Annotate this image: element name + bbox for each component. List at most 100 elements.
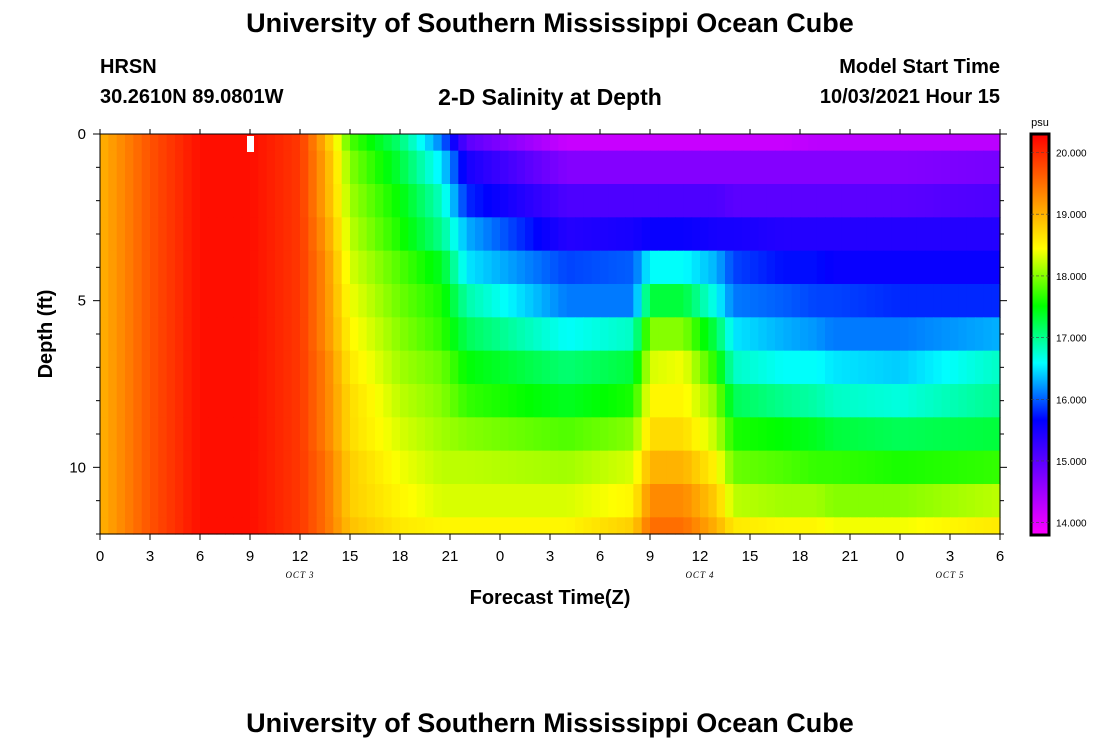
heatmap-cell [200,250,209,285]
heatmap-cell [533,150,543,185]
heatmap-cell [558,450,568,485]
heatmap-cell [991,134,1001,152]
heatmap-cell [400,484,409,518]
heatmap-cell [716,517,726,535]
heatmap-cell [725,217,734,252]
heatmap-cell [766,384,776,418]
x-tick-label: 3 [146,548,154,565]
heatmap-cell [925,250,934,285]
heatmap-cell [775,417,784,452]
heatmap-cell [216,450,226,485]
heatmap-cell [108,484,118,518]
heatmap-cell [441,384,451,418]
heatmap-cell [458,134,468,152]
heatmap-cell [541,384,551,418]
heatmap-cell [958,384,968,418]
heatmap-cell [291,284,301,318]
heatmap-cell [250,417,259,452]
y-tick-label: 10 [69,459,86,476]
heatmap-cell [183,517,193,535]
heatmap-cell [391,284,401,318]
heatmap-cell [841,134,851,152]
heatmap-cell [333,284,343,318]
heatmap-cell [408,184,418,218]
heatmap-cell [358,317,368,352]
heatmap-cell [216,317,226,352]
heatmap-cell [416,450,426,485]
heatmap-cell [566,134,576,152]
heatmap-cell [400,134,409,152]
heatmap-cell [758,134,768,152]
heatmap-cell [416,217,426,252]
heatmap-cell [708,417,718,452]
heatmap-cell [308,517,318,535]
heatmap-cell [416,484,426,518]
heatmap-cell [325,284,334,318]
heatmap-cell [991,217,1001,252]
heatmap-cell [133,384,143,418]
heatmap-cell [841,350,851,385]
heatmap-cell [116,150,126,185]
heatmap-cell [933,450,943,485]
heatmap-cell [266,250,276,285]
heatmap-cell [950,484,959,518]
heatmap-cell [675,250,684,285]
heatmap-cell [700,284,709,318]
heatmap-cell [908,150,918,185]
heatmap-cell [183,450,193,485]
heatmap-cell [525,350,534,385]
heatmap-cell [241,317,251,352]
heatmap-cell [708,450,718,485]
heatmap-cell [350,317,359,352]
heatmap-cell [533,517,543,535]
heatmap-cell [716,417,726,452]
heatmap-cell [533,384,543,418]
heatmap-cell [658,450,668,485]
heatmap-cell [983,450,993,485]
heatmap-cell [233,217,243,252]
heatmap-cell [775,184,784,218]
heatmap-cell [500,134,509,152]
heatmap-cell [108,217,118,252]
heatmap-cell [475,484,484,518]
heatmap-cell [583,317,593,352]
heatmap-cell [225,417,234,452]
heatmap-cell [391,350,401,385]
heatmap-cell [100,384,109,418]
heatmap-cell [591,184,601,218]
heatmap-cell [991,250,1001,285]
heatmap-cell [716,350,726,385]
heatmap-cell [933,517,943,535]
heatmap-cell [150,150,159,185]
heatmap-cell [158,217,168,252]
heatmap-cell [850,284,859,318]
heatmap-cell [675,484,684,518]
heatmap-cell [833,350,843,385]
heatmap-cell [133,350,143,385]
heatmap-cell [350,284,359,318]
heatmap-cell [233,417,243,452]
heatmap-cell [591,417,601,452]
axes: 0 3 6 9 12 15 18 21 0 3 6 9 12 15 18 21 0 3 6 OCT 3 OCT 4 OCT… [69,126,1007,580]
heatmap-cell [816,134,826,152]
heatmap-cell [275,484,284,518]
heatmap-cell [291,250,301,285]
heatmap-cell [300,517,309,535]
heatmap-cell [591,484,601,518]
heatmap-cell [216,384,226,418]
heatmap-cell [758,417,768,452]
heatmap-cell [925,384,934,418]
heatmap-cell [933,134,943,152]
heatmap-cell [941,450,951,485]
heatmap-cell [475,517,484,535]
heatmap-cell [616,184,626,218]
heatmap-cell [175,317,184,352]
heatmap-cell [900,150,909,185]
heatmap-cell [975,317,984,352]
heatmap-cell [241,484,251,518]
heatmap-cell [408,150,418,185]
heatmap-cell [841,450,851,485]
heatmap-cell [850,484,859,518]
colorbar-tick-label: 15.000 [1056,457,1087,468]
heatmap-cell [625,417,634,452]
